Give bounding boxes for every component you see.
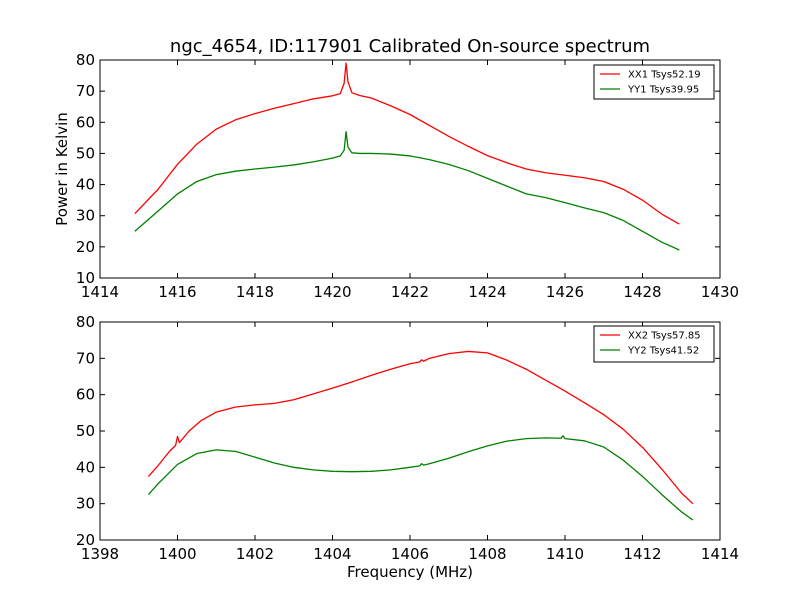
x-tick-label: 1422 (391, 283, 429, 301)
legend-label: YY2 Tsys41.52 (627, 346, 699, 357)
x-tick-label: 1428 (623, 283, 661, 301)
x-tick-label: 1420 (313, 283, 351, 301)
x-tick-label: 1412 (623, 545, 661, 563)
y-tick-label: 30 (76, 207, 95, 225)
x-tick-label: 1410 (546, 545, 584, 563)
series-line-yy2 (147, 435, 694, 521)
y-tick-label: 60 (76, 386, 95, 404)
y-tick-label: 50 (76, 144, 95, 162)
y-axis-label: Power in Kelvin (53, 112, 71, 226)
y-tick-label: 50 (76, 422, 95, 440)
x-tick-label: 1406 (391, 545, 429, 563)
y-tick-label: 70 (76, 82, 95, 100)
chart-bottom: 1398 1400 1402 1404 1406 1408 1410 1412 1414 20 30… (76, 313, 739, 581)
legend-box (593, 64, 715, 100)
y-tick-label: 70 (76, 349, 95, 367)
legend: XX2 Tsys57.85 YY2 Tsys41.52 (593, 325, 715, 363)
x-tick-label: 1402 (236, 545, 274, 563)
x-tick-label: 1400 (158, 545, 196, 563)
x-tick-label: 1426 (546, 283, 584, 301)
x-tick-label: 1404 (313, 545, 351, 563)
y-tick-label: 20 (76, 531, 95, 549)
y-tick-label: 60 (76, 113, 95, 131)
x-tick-label: 1414 (81, 283, 119, 301)
legend-label: XX1 Tsys52.19 (628, 70, 701, 81)
series-line-xx2 (147, 350, 694, 505)
x-tick-label: 1424 (468, 283, 506, 301)
chart-top: 1414 1416 1418 1420 1422 1424 1426 1428 1430 10 20… (53, 36, 739, 301)
y-tick-label: 10 (76, 269, 95, 287)
legend-label: XX2 Tsys57.85 (628, 331, 701, 342)
x-axis-label: Frequency (MHz) (347, 563, 473, 581)
x-tick-label: 1414 (701, 545, 739, 563)
y-tick-label: 40 (76, 176, 95, 194)
x-tick-label: 1408 (468, 545, 506, 563)
x-tick-label: 1418 (236, 283, 274, 301)
x-tick-label: 1430 (701, 283, 739, 301)
y-tick-label: 40 (76, 458, 95, 476)
series-line-xx1 (134, 62, 680, 225)
y-tick-label: 80 (76, 313, 95, 331)
y-tick-label: 20 (76, 238, 95, 256)
x-tick-label: 1416 (158, 283, 196, 301)
legend: XX1 Tsys52.19 YY1 Tsys39.95 (593, 64, 715, 100)
x-tick-label: 1398 (81, 545, 119, 563)
legend-label: YY1 Tsys39.95 (627, 85, 699, 96)
y-tick-label: 30 (76, 495, 95, 513)
legend-box (593, 325, 715, 363)
chart-title: ngc_4654, ID:117901 Calibrated On-source… (170, 36, 650, 57)
series-line-yy1 (134, 130, 680, 251)
y-tick-label: 80 (76, 51, 95, 69)
